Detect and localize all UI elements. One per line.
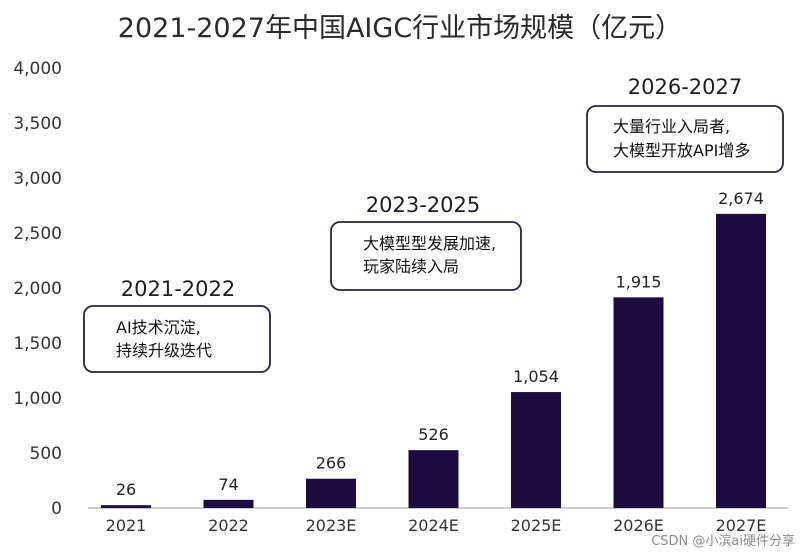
bar-2023E	[306, 478, 356, 508]
y-tick-label: 2,000	[13, 279, 62, 299]
bar-2027E	[716, 213, 766, 509]
data-label: 74	[218, 475, 238, 494]
annotation-2026-2027: 2026-2027 大量行业入局者, 大模型开放API增多	[586, 75, 784, 173]
bar-2022	[203, 499, 254, 508]
x-tick-label: 2025E	[511, 516, 562, 535]
data-label: 526	[418, 425, 449, 444]
x-axis: 2021 2022 2023E 2024E 2025E 2026E 2027E	[106, 516, 767, 535]
annotation-2021-2022: 2021-2022 AI技术沉淀, 持续升级迭代	[83, 277, 271, 373]
y-tick-label: 1,000	[13, 389, 62, 409]
bar-2026E	[613, 297, 664, 508]
annotation-box	[83, 305, 271, 373]
annotation-line: 持续升级迭代	[116, 341, 212, 360]
annotation-box	[330, 221, 522, 291]
data-label: 26	[116, 480, 136, 499]
y-tick-label: 3,500	[13, 114, 62, 134]
data-labels: 26 74 266 526 1,054 1,915 2,674	[116, 189, 764, 499]
data-label: 266	[316, 454, 347, 473]
data-label: 1,915	[616, 272, 662, 291]
annotation-box	[586, 105, 784, 173]
y-tick-label: 3,000	[13, 169, 62, 189]
x-tick-label: 2024E	[408, 516, 459, 535]
bar-2021	[101, 505, 151, 508]
y-tick-label: 1,500	[13, 334, 62, 354]
chart-title: 2021-2027年中国AIGC行业市场规模（亿元）	[118, 13, 682, 44]
annotation-line: AI技术沉淀,	[116, 318, 201, 337]
x-tick-label: 2021	[106, 516, 147, 535]
data-label: 2,674	[718, 189, 764, 208]
y-axis: 0 500 1,000 1,500 2,000 2,500 3,000 3,500 4,000	[13, 59, 62, 519]
x-tick-label: 2026E	[613, 516, 664, 535]
y-tick-label: 4,000	[13, 59, 62, 79]
annotation-2023-2025: 2023-2025 大模型型发展加速, 玩家陆续入局	[330, 193, 522, 291]
bars-group	[101, 213, 766, 509]
y-tick-label: 500	[30, 444, 62, 464]
annotation-period: 2023-2025	[366, 193, 480, 217]
annotation-line: 大量行业入局者,	[613, 117, 730, 136]
watermark: CSDN @小滨ai硬件分享	[651, 533, 795, 549]
y-tick-label: 2,500	[13, 224, 62, 244]
y-tick-label: 0	[51, 499, 62, 519]
bar-2025E	[511, 392, 561, 508]
annotation-line: 玩家陆续入局	[363, 257, 459, 276]
annotation-period: 2021-2022	[121, 277, 235, 301]
x-tick-label: 2027E	[716, 516, 767, 535]
bar-2024E	[408, 450, 459, 508]
annotation-line: 大模型开放API增多	[613, 141, 750, 160]
annotation-period: 2026-2027	[628, 75, 742, 99]
x-tick-label: 2022	[208, 516, 249, 535]
data-label: 1,054	[513, 367, 559, 386]
x-tick-label: 2023E	[306, 516, 357, 535]
annotation-line: 大模型型发展加速,	[363, 234, 496, 253]
